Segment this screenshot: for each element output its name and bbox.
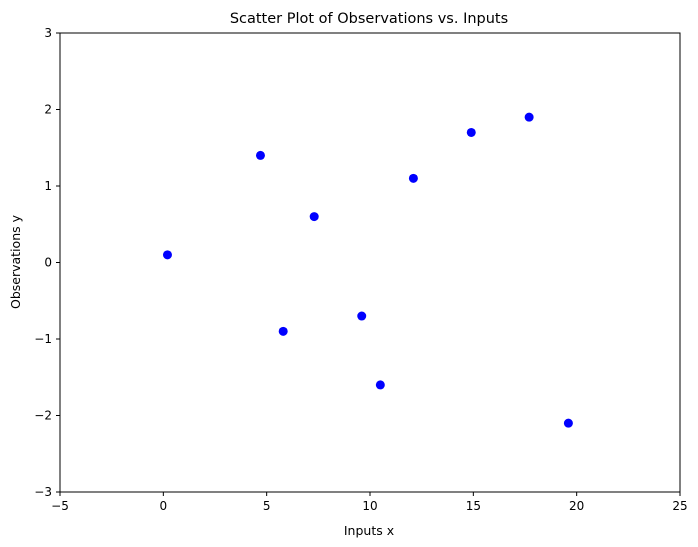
y-tick-label: 1 [44,179,52,193]
data-points [162,112,573,428]
x-axis: −5 0 5 10 15 20 25 [51,492,688,513]
scatter-point [524,112,534,122]
y-tick-label: 2 [44,103,52,117]
scatter-point [309,212,319,222]
scatter-point [162,250,172,260]
chart-title: Scatter Plot of Observations vs. Inputs [230,11,508,27]
y-tick-label: −2 [34,409,52,423]
scatter-point [408,173,418,183]
y-tick-label: −1 [34,332,52,346]
y-tick-label: 3 [44,26,52,40]
x-tick-label: −5 [51,499,69,513]
y-axis-label: Observations y [8,214,23,309]
x-tick-label: 25 [672,499,687,513]
scatter-point [375,380,385,390]
plot-area [59,32,681,493]
y-axis: −3 −2 −1 0 1 2 3 [34,26,60,499]
y-tick-label: 0 [44,256,52,270]
scatter-point [466,127,476,137]
x-tick-label: 10 [362,499,377,513]
scatter-point [255,150,265,160]
scatter-point [278,326,288,336]
x-tick-label: 0 [160,499,168,513]
x-tick-label: 5 [263,499,271,513]
x-axis-label: Inputs x [344,523,394,538]
scatter-point [357,311,367,321]
y-tick-label: −3 [34,485,52,499]
scatter-point [563,418,573,428]
x-tick-label: 20 [569,499,584,513]
x-tick-label: 15 [466,499,481,513]
